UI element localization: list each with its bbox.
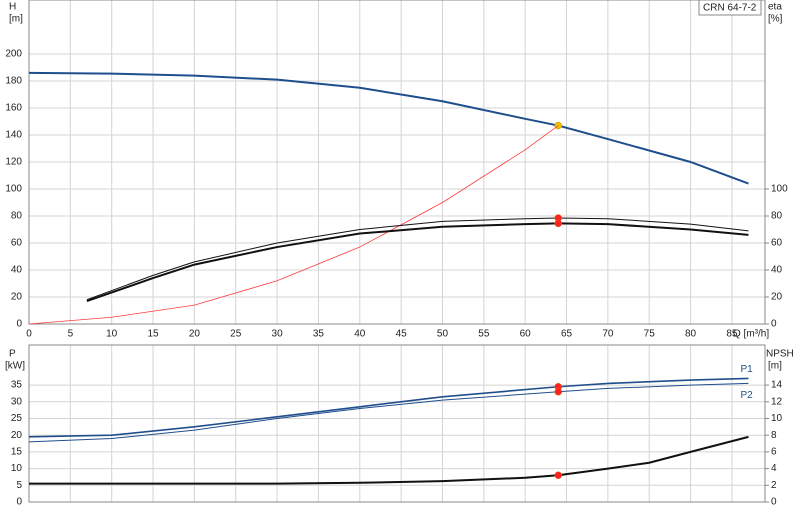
x-tick-label: 0 xyxy=(26,329,32,340)
y2-tick-label: 20 xyxy=(771,292,783,303)
y2-tick-label: 4 xyxy=(771,463,777,474)
y-label: P xyxy=(9,349,16,360)
y-tick-label: 140 xyxy=(5,130,22,141)
y-tick-label: 5 xyxy=(16,480,22,491)
y2-tick-label: 60 xyxy=(771,238,783,249)
x-tick-label: 80 xyxy=(685,329,697,340)
curve xyxy=(29,435,749,485)
y2-tick-label: 12 xyxy=(771,396,783,407)
series-label: P2 xyxy=(740,390,753,401)
curve xyxy=(28,377,749,438)
x-tick-label: 85 xyxy=(726,329,738,340)
y-label: H xyxy=(9,2,16,13)
y-tick-label: 35 xyxy=(11,380,23,391)
pump-label: CRN 64-7-2 xyxy=(703,3,757,14)
curve xyxy=(28,71,749,185)
y-tick-label: 180 xyxy=(5,76,22,87)
y-tick-label: 25 xyxy=(11,413,23,424)
y2-label: eta xyxy=(768,2,782,13)
y-tick-label: 0 xyxy=(16,319,22,330)
series-label: P1 xyxy=(740,364,753,375)
y2-tick-label: 100 xyxy=(771,184,788,195)
y2-tick-label: 10 xyxy=(771,413,783,424)
y2-tick-label: 14 xyxy=(771,380,783,391)
x-tick-label: 60 xyxy=(520,329,532,340)
bottom-frame xyxy=(28,344,766,503)
x-tick-label: 45 xyxy=(396,329,408,340)
y2-tick-label: 8 xyxy=(771,430,777,441)
y2-label: NPSH xyxy=(766,349,794,360)
x-tick-label: 65 xyxy=(561,329,573,340)
x-tick-label: 70 xyxy=(602,329,614,340)
y2-tick-label: 6 xyxy=(771,447,777,458)
y2-tick-label: 0 xyxy=(771,497,777,508)
y2-tick-label: 2 xyxy=(771,480,777,491)
y-tick-label: 20 xyxy=(11,292,23,303)
duty-point xyxy=(554,471,563,480)
curve xyxy=(28,382,749,443)
x-tick-label: 50 xyxy=(437,329,449,340)
x-tick-label: 5 xyxy=(68,329,74,340)
y-tick-label: 60 xyxy=(11,238,23,249)
curve xyxy=(28,125,559,325)
y-tick-label: 15 xyxy=(11,447,23,458)
y-tick-label: 20 xyxy=(11,430,23,441)
x-tick-label: 20 xyxy=(189,329,201,340)
y2-tick-label: 40 xyxy=(771,265,783,276)
x-tick-label: 15 xyxy=(147,329,159,340)
y-tick-label: 80 xyxy=(11,211,23,222)
x-tick-label: 25 xyxy=(230,329,242,340)
top-frame xyxy=(28,0,766,325)
x-tick-label: 35 xyxy=(313,329,325,340)
x-tick-label: 55 xyxy=(478,329,490,340)
x-tick-label: 40 xyxy=(354,329,366,340)
x-tick-label: 30 xyxy=(272,329,284,340)
curve xyxy=(86,217,749,301)
y-tick-label: 200 xyxy=(5,49,22,60)
curve xyxy=(86,222,749,302)
y-unit: [kW] xyxy=(5,361,25,372)
y2-tick-label: 80 xyxy=(771,211,783,222)
y-tick-label: 100 xyxy=(5,184,22,195)
y-tick-label: 40 xyxy=(11,265,23,276)
duty-point xyxy=(554,388,563,396)
y-tick-label: 0 xyxy=(16,497,22,508)
y2-tick-label: 0 xyxy=(771,319,777,330)
x-tick-label: 10 xyxy=(106,329,118,340)
x-label: Q [m³/h] xyxy=(733,329,769,340)
y-tick-label: 30 xyxy=(11,396,23,407)
y2-unit: [m] xyxy=(768,361,782,372)
y-tick-label: 10 xyxy=(11,463,23,474)
y-tick-label: 160 xyxy=(5,103,22,114)
y2-unit: [%] xyxy=(768,14,783,25)
x-tick-label: 75 xyxy=(644,329,656,340)
duty-point xyxy=(554,219,563,228)
y-tick-label: 120 xyxy=(5,157,22,168)
y-unit: [m] xyxy=(9,14,23,25)
label-box xyxy=(698,0,762,16)
